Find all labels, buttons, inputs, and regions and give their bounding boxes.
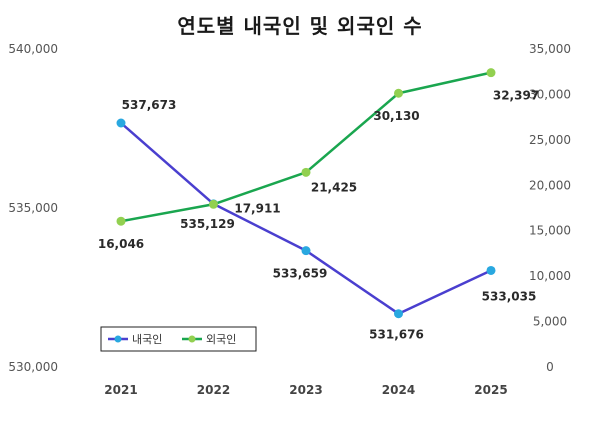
data-label: 533,659 xyxy=(273,267,328,281)
x-tick-label: 2023 xyxy=(289,383,322,397)
data-point xyxy=(301,167,311,177)
data-label: 16,046 xyxy=(98,237,144,251)
data-point xyxy=(394,309,403,319)
data-point xyxy=(116,118,126,128)
left-y-axis-ticks: 530,000 535,000 540,000 xyxy=(8,42,58,374)
right-y-tick-label: 15,000 xyxy=(529,224,571,238)
right-y-axis-ticks: 0 5,000 10,000 15,000 20,000 25,000 30,000 35,0… xyxy=(529,42,571,374)
data-label: 21,425 xyxy=(311,180,357,194)
right-y-tick-label: 25,000 xyxy=(529,133,571,147)
x-tick-label: 2022 xyxy=(197,383,230,397)
x-tick-label: 2024 xyxy=(382,383,415,397)
data-label: 531,676 xyxy=(369,328,424,342)
data-labels: 537,673 535,129 533,659 531,676 533,035 16,04… xyxy=(98,89,539,342)
right-y-tick-label: 10,000 xyxy=(529,269,571,283)
data-label: 533,035 xyxy=(482,289,537,303)
data-point xyxy=(486,68,496,78)
right-y-tick-label: 5,000 xyxy=(533,315,567,329)
legend-box xyxy=(100,326,257,352)
left-y-tick-label: 535,000 xyxy=(8,201,58,215)
data-label: 30,130 xyxy=(373,109,419,123)
legend: 내국인 외국인 xyxy=(100,326,257,352)
right-y-tick-label: 0 xyxy=(546,360,554,374)
data-point xyxy=(116,216,126,226)
data-point xyxy=(394,88,403,98)
legend-label: 내국인 xyxy=(132,333,162,346)
right-y-tick-label: 20,000 xyxy=(529,178,571,192)
x-tick-label: 2025 xyxy=(474,383,507,397)
data-label: 17,911 xyxy=(234,201,280,215)
data-label: 537,673 xyxy=(122,98,177,112)
data-point xyxy=(486,265,496,275)
series-line-foreign xyxy=(120,71,492,223)
series-line-domestic xyxy=(120,122,492,315)
x-axis-ticks: 2021 2022 2023 2024 2025 xyxy=(104,383,507,397)
chart-title: 연도별 내국인 및 외국인 수 xyxy=(177,14,423,38)
legend-marker xyxy=(188,335,196,343)
left-y-tick-label: 530,000 xyxy=(8,360,58,374)
left-y-tick-label: 540,000 xyxy=(8,42,58,56)
right-y-tick-label: 30,000 xyxy=(529,87,571,101)
data-point xyxy=(301,246,311,256)
data-label: 535,129 xyxy=(180,217,235,231)
x-tick-label: 2021 xyxy=(104,383,137,397)
data-label: 32,397 xyxy=(493,89,539,103)
right-y-tick-label: 35,000 xyxy=(529,42,571,56)
legend-label: 외국인 xyxy=(206,333,236,346)
data-point xyxy=(209,199,218,209)
series-points xyxy=(116,68,496,319)
legend-marker xyxy=(114,335,122,343)
